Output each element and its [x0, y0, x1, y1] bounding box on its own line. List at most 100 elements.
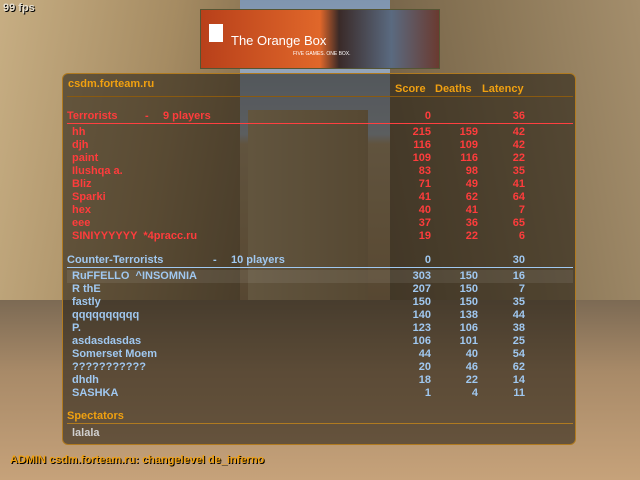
- player-latency: 35: [512, 165, 525, 177]
- player-score: 40: [418, 204, 431, 216]
- player-deaths: 62: [465, 191, 478, 203]
- player-name: fastly: [72, 296, 101, 308]
- player-score: 116: [413, 139, 431, 151]
- player-deaths: 98: [465, 165, 478, 177]
- player-deaths: 109: [459, 139, 478, 151]
- spectators-label: Spectators: [67, 410, 124, 422]
- player-score: 41: [418, 191, 431, 203]
- player-score: 215: [412, 126, 431, 138]
- player-deaths: 46: [465, 361, 478, 373]
- player-score: 207: [412, 283, 431, 295]
- player-score: 303: [412, 270, 431, 282]
- player-score: 83: [418, 165, 431, 177]
- player-deaths: 22: [465, 374, 478, 386]
- column-deaths: Deaths: [435, 83, 472, 95]
- player-name: hex: [72, 204, 91, 216]
- player-name: SASHKA: [72, 387, 119, 399]
- orange-box-banner: The Orange Box FIVE GAMES. ONE BOX.: [200, 9, 440, 69]
- player-latency: 35: [512, 296, 525, 308]
- team-separator: -: [213, 254, 217, 266]
- player-latency: 6: [518, 230, 525, 242]
- player-name: Sparki: [72, 191, 106, 203]
- banner-title: The Orange Box: [231, 33, 327, 48]
- player-latency: 42: [512, 126, 525, 138]
- player-score: 140: [412, 309, 431, 321]
- column-score: Score: [395, 83, 426, 95]
- player-latency: 38: [512, 322, 525, 334]
- player-deaths: 36: [465, 217, 478, 229]
- local-player-highlight: [67, 270, 573, 283]
- column-latency: Latency: [482, 83, 524, 95]
- player-deaths: 106: [459, 322, 478, 334]
- player-latency: 11: [513, 387, 525, 399]
- team-separator: -: [145, 110, 149, 122]
- player-latency: 44: [512, 309, 525, 321]
- player-name: qqqqqqqqqq: [72, 309, 140, 321]
- player-name: ???????????: [72, 361, 146, 373]
- player-latency: 16: [512, 270, 525, 282]
- player-latency: 65: [512, 217, 525, 229]
- player-name: Somerset Moem: [72, 348, 157, 360]
- server-name: csdm.forteam.ru: [68, 78, 155, 90]
- scoreboard: csdm.forteam.ru Score Deaths Latency Ter…: [62, 73, 576, 445]
- player-name: eee: [72, 217, 91, 229]
- player-latency: 14: [512, 374, 525, 386]
- team-score: 0: [424, 254, 431, 266]
- player-deaths: 41: [465, 204, 478, 216]
- orange-box-logo-icon: [209, 24, 223, 42]
- player-latency: 7: [518, 283, 525, 295]
- header-divider: [67, 96, 573, 97]
- player-score: 1: [424, 387, 431, 399]
- player-score: 150: [412, 296, 431, 308]
- player-score: 71: [418, 178, 431, 190]
- team-score: 0: [424, 110, 431, 122]
- player-latency: 62: [512, 361, 525, 373]
- fps-counter: 99 fps: [3, 2, 35, 14]
- player-score: 123: [412, 322, 431, 334]
- team-player-count: 10 players: [231, 254, 285, 266]
- player-deaths: 138: [459, 309, 478, 321]
- player-deaths: 159: [459, 126, 478, 138]
- player-score: 109: [412, 152, 431, 164]
- player-latency: 42: [512, 139, 525, 151]
- player-deaths: 4: [471, 387, 478, 399]
- player-latency: 7: [518, 204, 525, 216]
- player-deaths: 22: [465, 230, 478, 242]
- player-name: hh: [72, 126, 86, 138]
- banner-subtitle: FIVE GAMES. ONE BOX.: [293, 51, 351, 57]
- player-name: dhdh: [72, 374, 99, 386]
- player-deaths: 40: [465, 348, 478, 360]
- player-name: SINIYYYYYY *4pracc.ru: [72, 230, 198, 242]
- player-name: R thE: [72, 283, 101, 295]
- player-score: 18: [418, 374, 431, 386]
- player-name: asdasdasdas: [72, 335, 142, 347]
- team-name: Terrorists: [67, 110, 118, 122]
- player-score: 37: [418, 217, 431, 229]
- player-deaths: 150: [459, 270, 478, 282]
- player-latency: 25: [512, 335, 525, 347]
- team-latency: 30: [512, 254, 525, 266]
- player-score: 19: [418, 230, 431, 242]
- player-name: djh: [72, 139, 89, 151]
- player-latency: 41: [512, 178, 525, 190]
- team-divider: [67, 267, 573, 268]
- player-latency: 64: [512, 191, 525, 203]
- player-deaths: 116: [460, 152, 478, 164]
- player-deaths: 49: [465, 178, 478, 190]
- player-score: 44: [418, 348, 431, 360]
- spectators-divider: [67, 423, 573, 424]
- player-latency: 22: [512, 152, 525, 164]
- team-latency: 36: [512, 110, 525, 122]
- player-name: paint: [72, 152, 99, 164]
- spectator-name: lalala: [72, 427, 100, 439]
- player-name: Bliz: [72, 178, 92, 190]
- player-deaths: 101: [459, 335, 478, 347]
- team-name: Counter-Terrorists: [67, 254, 164, 266]
- team-divider: [67, 123, 573, 124]
- player-latency: 54: [512, 348, 525, 360]
- player-name: RuFFELLO ^INSOMNIA: [72, 270, 197, 282]
- player-deaths: 150: [459, 296, 478, 308]
- team-player-count: 9 players: [163, 110, 211, 122]
- player-score: 106: [412, 335, 431, 347]
- player-name: Ilushqa a.: [72, 165, 123, 177]
